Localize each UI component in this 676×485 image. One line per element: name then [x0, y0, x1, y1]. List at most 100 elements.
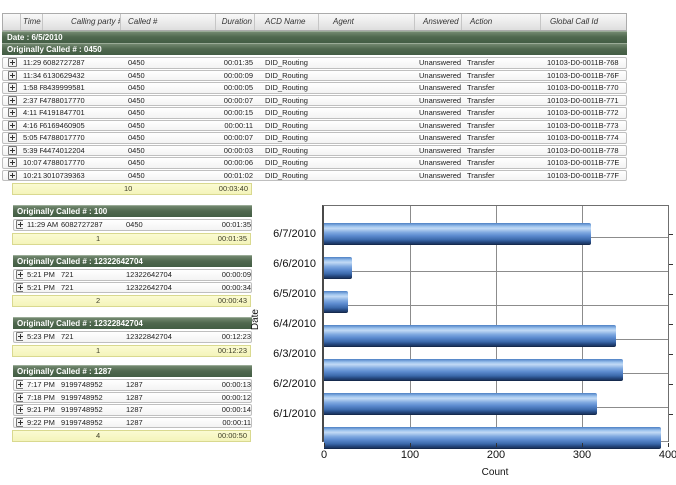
- table-row: 10:07 PM4788017770 0450 00:00:06 DID_Routin…: [2, 157, 627, 169]
- gridline-200: [496, 206, 497, 441]
- cell-called: 0450: [128, 83, 145, 92]
- cell-global-call-id: 10103-D0-0011B-772: [547, 108, 619, 117]
- cell-called: 0450: [128, 145, 145, 155]
- chart-x-axis-title: Count: [481, 467, 509, 478]
- table-row: 1:58 PM8439999581 0450 00:00:05 DID_Routing…: [2, 82, 627, 94]
- col-header-action[interactable]: Action: [462, 14, 541, 30]
- y-label-6-3-2010: 6/3/2010: [273, 348, 316, 360]
- expand-icon[interactable]: [8, 108, 17, 118]
- cell-acd-name: DID_Routing: [265, 70, 308, 80]
- cell-global-call-id: 10103-D0-0011B-774: [547, 133, 619, 142]
- summary-count: 1: [96, 233, 101, 243]
- cell-time: 5:21 PM: [27, 282, 55, 292]
- cell-calling-party: 9199748952: [61, 392, 103, 402]
- expand-icon[interactable]: [8, 58, 17, 68]
- expand-icon[interactable]: [8, 83, 17, 93]
- cell-calling-party: 721: [61, 332, 74, 341]
- expand-icon[interactable]: [8, 95, 17, 105]
- cell-acd-name: DID_Routing: [265, 170, 308, 180]
- cell-duration: 00:00:14: [221, 405, 251, 414]
- expand-cell: [3, 70, 21, 81]
- cell-agent: [319, 96, 415, 106]
- cell-time: 11:29 AM: [27, 220, 59, 229]
- cell-global-call-id: 10103-D0-0011B-77E: [547, 158, 620, 167]
- y-tick: [669, 384, 673, 385]
- cell-answered: Unanswered: [419, 145, 462, 155]
- group-table-12322842704: Originally Called # : 12322842704 5:23 PM…: [12, 317, 252, 357]
- group-summary-0450: 10 00:03:40: [12, 183, 252, 195]
- col-header-duration[interactable]: Duration: [216, 14, 255, 30]
- expand-icon[interactable]: [16, 332, 23, 342]
- cell-acd-name: DID_Routing: [265, 83, 308, 92]
- cell-agent: [319, 108, 415, 118]
- date-group-band: Date : 6/5/2010: [2, 31, 627, 43]
- col-header-time[interactable]: Time: [21, 14, 43, 30]
- cell-called: 0450: [128, 170, 145, 180]
- col-header-answered[interactable]: Answered: [415, 14, 462, 30]
- group-band: Originally Called # : 1287: [13, 365, 252, 377]
- expand-icon[interactable]: [8, 145, 17, 155]
- table-row: 10:21 PM3010739363 0450 00:01:02 DID_Routin…: [2, 169, 627, 181]
- col-header-acd-name[interactable]: ACD Name: [255, 14, 319, 30]
- cell-action: Transfer: [467, 95, 495, 105]
- expand-icon[interactable]: [16, 220, 23, 230]
- cell-time: 4:16 PM: [23, 120, 43, 130]
- cell-duration: 00:00:09: [221, 270, 251, 279]
- expand-icon[interactable]: [8, 70, 17, 80]
- expand-icon[interactable]: [16, 392, 23, 402]
- y-tick: [669, 294, 673, 295]
- cell-global-call-id: 10103-D0-0011B-771: [547, 95, 619, 105]
- group-table-100: Originally Called # : 100 11:29 AM 6082727…: [12, 205, 252, 245]
- cell-calling-party: 4788017770: [43, 158, 85, 167]
- cell-time: 5:39 PM: [23, 145, 43, 155]
- cell-action: Transfer: [467, 108, 495, 117]
- gridline-300: [582, 206, 583, 441]
- col-header-global-call-id[interactable]: Global Call Id: [550, 17, 599, 26]
- cell-global-call-id: 10103-D0-0011B-778: [547, 145, 619, 155]
- group-summary: 1 00:12:23: [12, 344, 251, 357]
- cell-acd-name: DID_Routing: [265, 95, 308, 105]
- y-label-6-5-2010: 6/5/2010: [273, 288, 316, 300]
- cell-time: 11:34 AM: [23, 70, 43, 80]
- expand-icon[interactable]: [8, 158, 17, 168]
- cell-agent: [319, 71, 415, 81]
- table-row: 9:22 PM 9199748952 1287 00:00:11: [13, 416, 252, 428]
- cell-answered: Unanswered: [419, 120, 462, 130]
- col-header-called[interactable]: Called #: [121, 14, 216, 30]
- cell-acd-name: DID_Routing: [265, 133, 308, 142]
- expand-icon[interactable]: [8, 133, 17, 143]
- cell-calling-party: 6169460905: [43, 120, 85, 130]
- expand-icon[interactable]: [16, 270, 23, 280]
- expand-cell: [14, 392, 23, 403]
- expand-cell: [3, 120, 21, 131]
- cell-calling-party: 6082727287: [43, 58, 85, 67]
- expand-icon[interactable]: [16, 282, 23, 292]
- cell-duration: 00:00:07: [223, 133, 253, 142]
- group-summary: 4 00:00:50: [12, 430, 251, 442]
- expand-icon[interactable]: [16, 417, 23, 427]
- x-label-300: 300: [572, 449, 592, 461]
- expand-icon[interactable]: [16, 405, 23, 415]
- bar-chart-plot: 6/7/2010 6/6/2010 6/5/2010 6/4/2010 6/3/…: [273, 205, 676, 461]
- expand-cell: [14, 380, 23, 390]
- expand-cell: [3, 58, 21, 68]
- y-label-6-1-2010: 6/1/2010: [273, 408, 316, 420]
- cell-called: 0450: [128, 133, 145, 142]
- y-label-6-7-2010: 6/7/2010: [273, 228, 316, 240]
- expand-icon[interactable]: [16, 380, 23, 390]
- cell-agent: [319, 171, 415, 181]
- x-label-400: 400: [658, 449, 676, 461]
- cell-calling-party: 6082727287: [61, 220, 103, 229]
- cell-duration: 00:00:12: [221, 392, 251, 402]
- table-row: 5:21 PM 721 12322642704 00:00:34: [13, 281, 252, 293]
- col-header-calling-party[interactable]: Calling party #: [43, 14, 121, 30]
- cell-action: Transfer: [467, 83, 495, 92]
- expand-icon[interactable]: [8, 120, 17, 130]
- expand-cell: [3, 108, 21, 118]
- cell-time: 7:17 PM: [27, 380, 55, 389]
- col-header-agent[interactable]: Agent: [319, 14, 415, 30]
- expand-icon[interactable]: [8, 170, 17, 180]
- cell-calling-party: 3010739363: [43, 170, 85, 180]
